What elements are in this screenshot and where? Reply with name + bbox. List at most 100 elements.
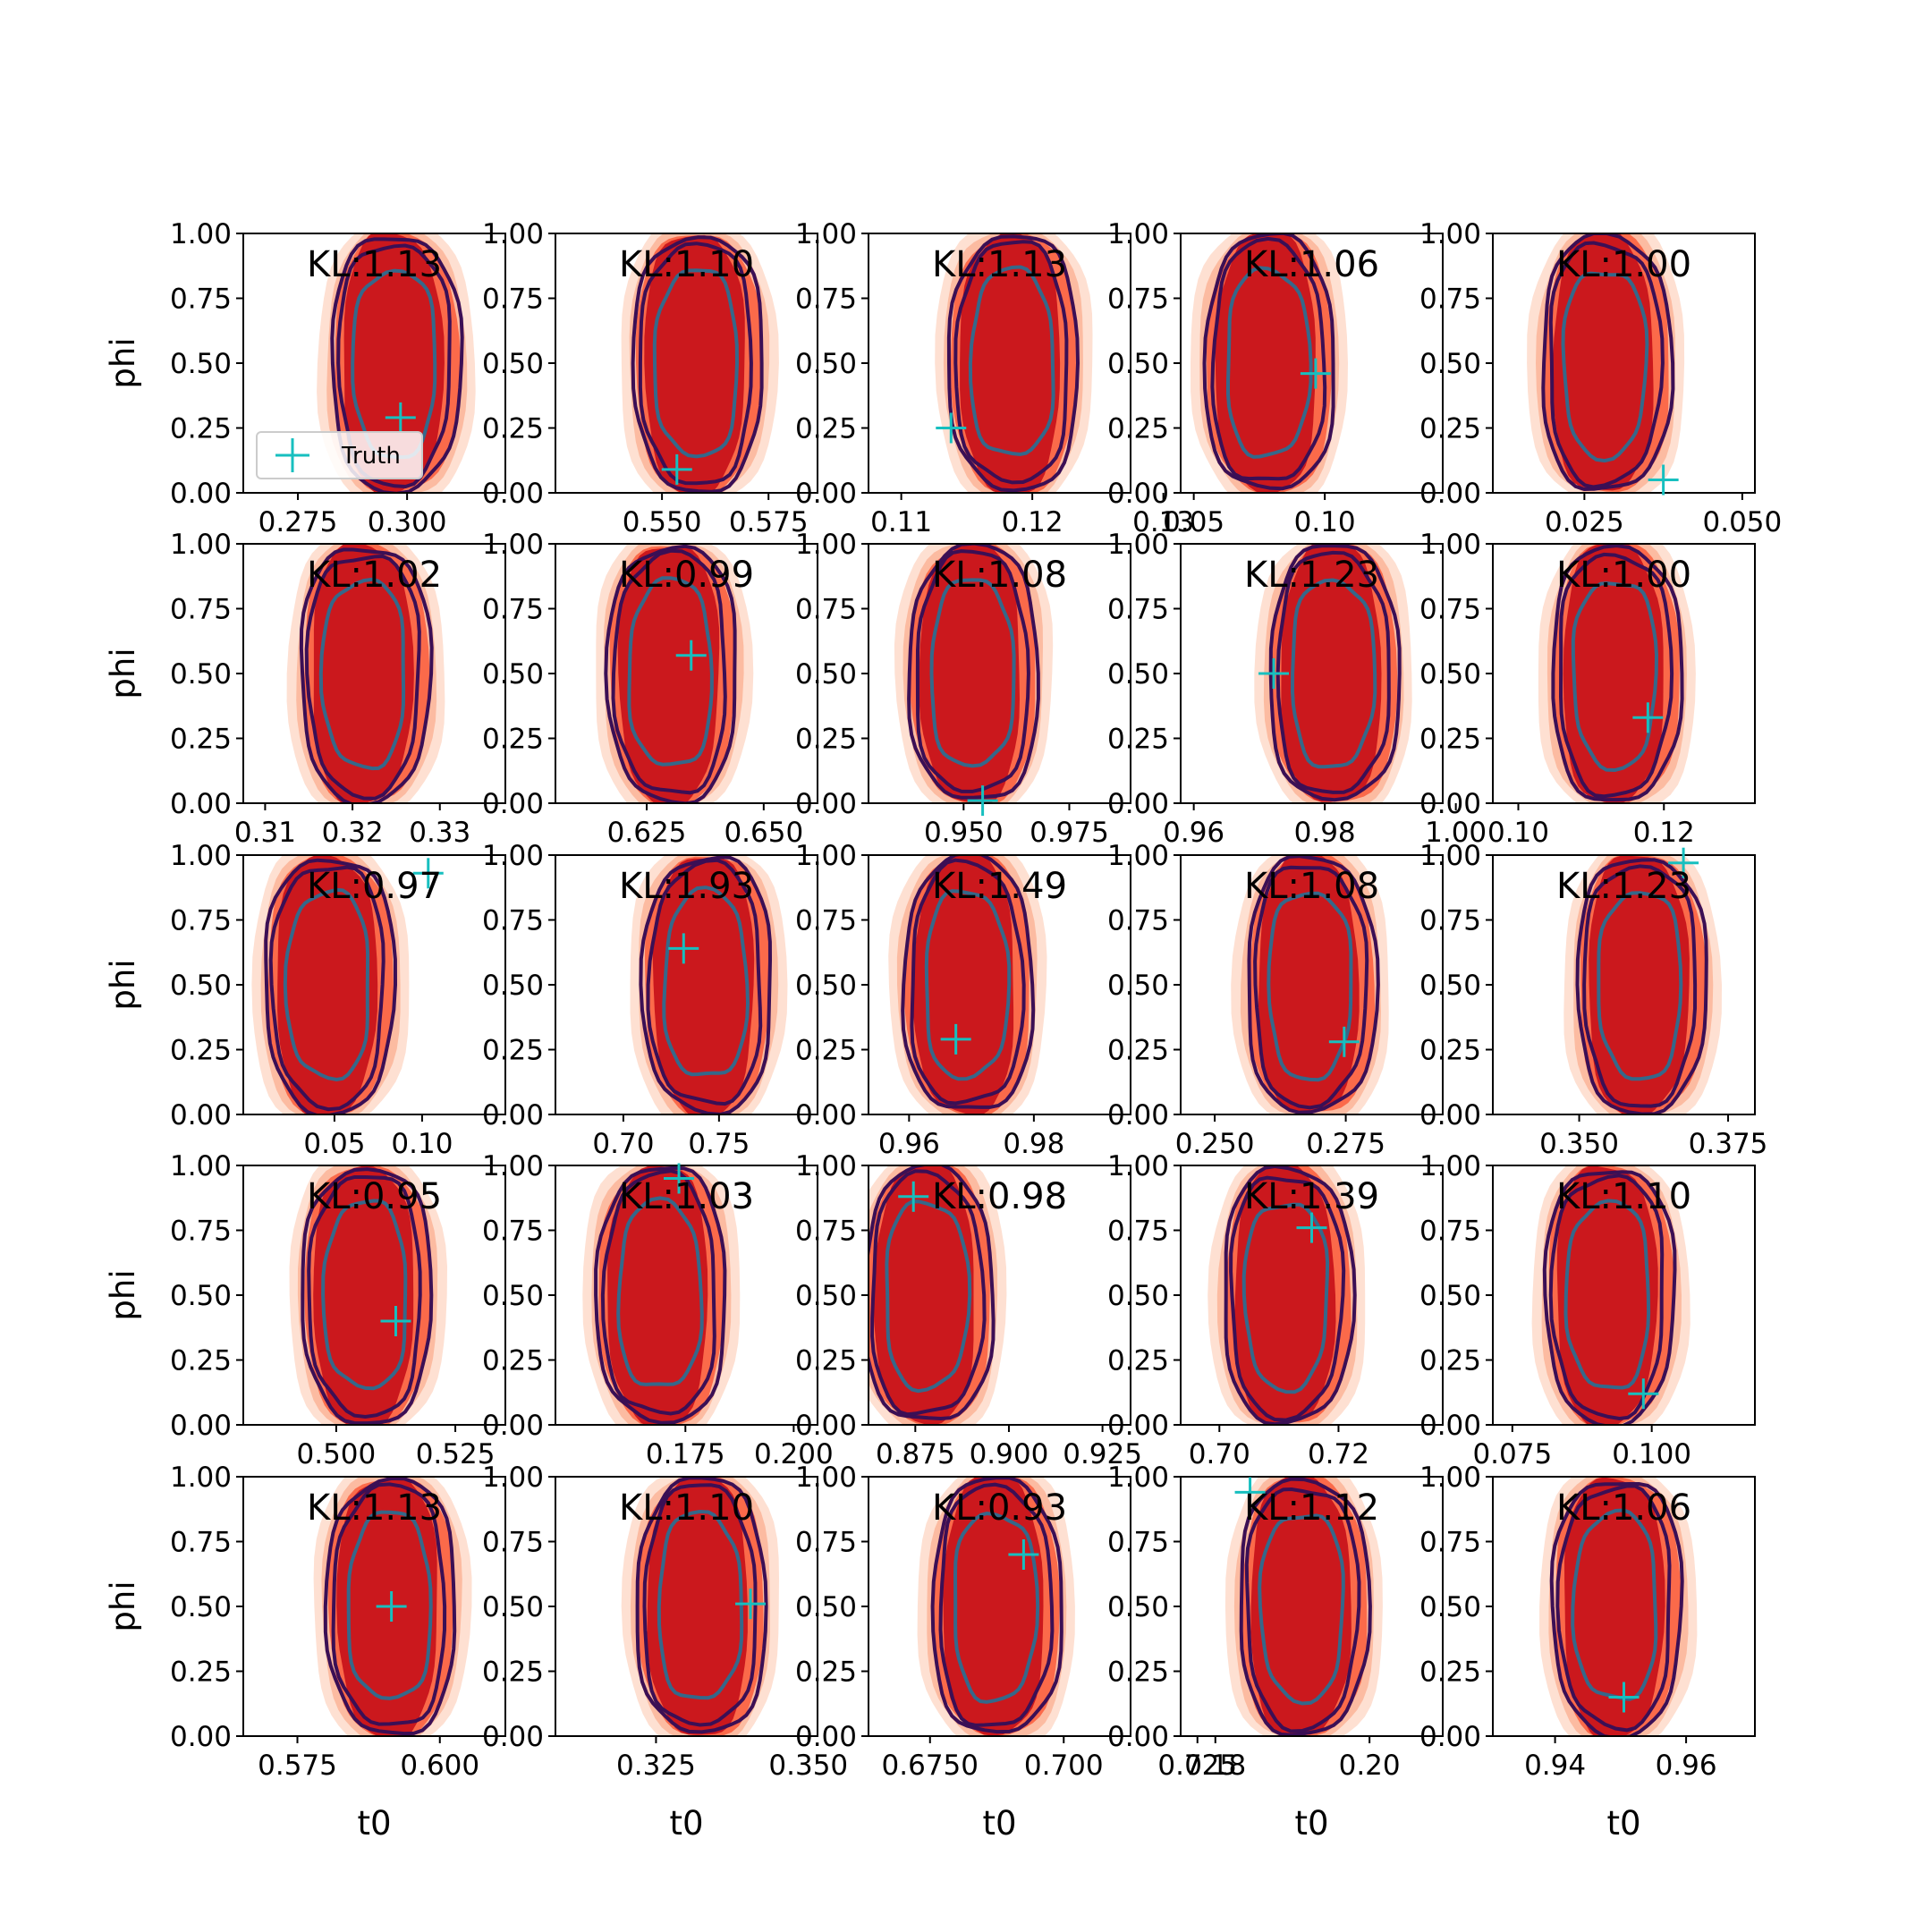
contour-inner [1563,1199,1651,1390]
y-tick-label: 0.25 [170,413,232,445]
contour-inner [283,887,370,1082]
density-group [1527,233,1685,493]
y-tick-label: 0.50 [795,1280,857,1312]
density-group [917,1477,1075,1736]
contour-outer [1224,1165,1357,1425]
y-tick-label: 0.00 [1419,1410,1481,1442]
contour-outer [901,855,1036,1109]
panel: 0.00 0.25 0.50 0.75 1.00 0.96 0.98 KL:1.49 [795,840,1131,1160]
density-core [1281,544,1382,802]
contour-outer [264,858,398,1114]
contour-middle [1244,1487,1361,1733]
panel-title: KL:0.95 [307,1176,442,1217]
x-tick-label: 0.72 [1308,1438,1369,1470]
y-tick-label: 1.00 [482,840,544,872]
x-tick-label: 0.12 [1002,506,1063,538]
contour-outer [1549,1482,1684,1736]
density-core [943,1477,1044,1736]
y-tick-label: 0.50 [795,970,857,1002]
y-tick-label: 1.00 [170,840,232,872]
density-group [630,855,788,1114]
y-tick-label: 0.50 [1419,348,1481,380]
panel: 0.00 0.25 0.50 0.75 1.00 0.94 0.96 KL:1.06 t0 [1419,1462,1756,1843]
y-tick-label: 0.75 [795,905,857,937]
x-tick-label: 0.925 [1063,1438,1142,1470]
density-core [652,858,755,1114]
y-tick-label: 0.50 [170,658,232,691]
density-group [888,855,1047,1114]
panel-title: KL:1.10 [1556,1176,1691,1217]
contour-inner [885,1199,972,1394]
y-tick-label: 0.50 [1419,970,1481,1002]
x-tick-label: 0.275 [1306,1128,1385,1160]
y-tick-label: 0.25 [795,724,857,756]
x-tick-label: 0.31 [234,817,296,849]
y-tick-label: 0.00 [482,478,544,510]
y-tick-label: 0.75 [1419,284,1481,316]
contour-outer [594,1165,727,1425]
panel-title: KL:1.02 [307,555,442,596]
panel-title: KL:1.13 [307,244,442,285]
y-axis-label: phi [104,1580,142,1631]
contour-inner [1571,581,1659,773]
y-tick-label: 0.25 [482,1345,544,1377]
contour-middle [646,858,763,1106]
density-group [1254,544,1412,803]
x-tick-label: 0.050 [1703,506,1783,538]
contour-middle [1558,552,1674,799]
density-group [869,1165,1007,1425]
panel: 0.00 0.25 0.50 0.75 1.00 0.625 0.650 KL:0.99 [482,529,818,849]
contour-middle [331,1482,447,1726]
y-tick-label: 0.00 [1107,1099,1169,1131]
panel-title: KL:1.03 [619,1176,754,1217]
y-tick-label: 0.75 [482,284,544,316]
density-core [1589,855,1690,1114]
density-group [621,1477,779,1736]
x-tick-label: 0.05 [1163,506,1224,538]
x-tick-label: 0.975 [1030,817,1109,849]
contour-middle [307,1175,422,1419]
panel-title: KL:1.39 [1244,1176,1379,1217]
density-group [286,544,445,803]
y-tick-label: 0.25 [170,1345,232,1377]
contour-inner [1226,266,1313,459]
density-group [289,1165,447,1425]
x-tick-label: 0.575 [729,506,809,538]
contour-middle [1210,236,1327,481]
density-core [960,233,1061,493]
x-tick-label: 0.300 [368,506,447,538]
y-tick-label: 1.00 [170,1462,232,1494]
density-group [1191,233,1348,493]
x-tick-label: 0.275 [258,506,338,538]
x-tick-label: 0.70 [592,1128,654,1160]
x-axis-label: t0 [357,1804,391,1843]
y-tick-label: 0.25 [795,1657,857,1689]
contour-outer [1551,544,1684,802]
y-tick-label: 0.75 [482,594,544,626]
x-tick-label: 0.96 [878,1128,940,1160]
panel-title: KL:1.10 [619,1487,754,1529]
panel: 0.00 0.25 0.50 0.75 1.00 0.350 0.375 KL:1.23 [1419,840,1767,1160]
contour-middle [304,554,421,801]
density-group [1539,1477,1698,1736]
y-tick-label: 0.75 [795,594,857,626]
panel: 0.00 0.25 0.50 0.75 1.00 0.575 0.600 KL:1.13 phi… [104,1462,506,1843]
contour-outer [301,1167,434,1425]
density-group [582,1165,741,1425]
density-core [607,1165,708,1425]
contour-inner [321,1199,408,1391]
contour-inner [662,886,750,1077]
y-tick-label: 0.50 [482,348,544,380]
x-tick-label: 0.525 [416,1438,496,1470]
y-tick-label: 0.50 [1419,1591,1481,1623]
contour-outer [1247,855,1380,1114]
contour-middle [869,1169,987,1417]
y-tick-label: 0.75 [795,1216,857,1248]
density-group [596,544,754,803]
density-core [1563,544,1664,803]
y-tick-label: 0.50 [1107,658,1169,691]
x-tick-label: 0.200 [754,1438,834,1470]
y-tick-label: 0.75 [795,284,857,316]
contour-outer [1541,233,1675,492]
y-tick-label: 0.00 [482,788,544,820]
